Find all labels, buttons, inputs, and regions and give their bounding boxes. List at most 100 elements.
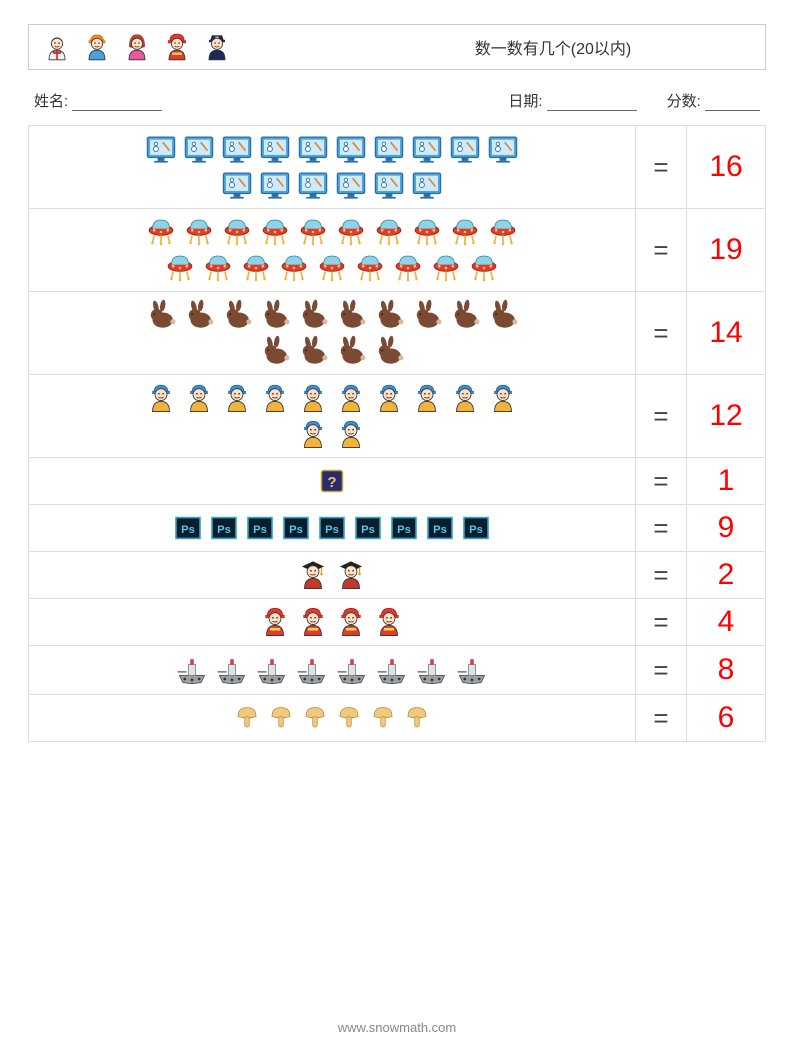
worker_blue-icon (448, 381, 482, 415)
ship-icon (214, 652, 250, 688)
svg-text:Ps: Ps (361, 524, 375, 536)
icons-cell (29, 375, 636, 458)
monitor_whiteboard-icon (448, 132, 482, 166)
svg-text:Ps: Ps (325, 524, 339, 536)
mushroom-icon (402, 703, 432, 733)
ps_box-icon: Ps (280, 512, 312, 544)
ship-icon (174, 652, 210, 688)
svg-text:Ps: Ps (253, 524, 267, 536)
monitor_whiteboard-icon (334, 168, 368, 202)
table-row: =6 (29, 695, 766, 742)
ufo-icon (410, 215, 444, 249)
worksheet-table: =16 (28, 125, 766, 742)
fireman-icon (161, 31, 193, 63)
icons-cell (29, 552, 636, 599)
date-blank[interactable] (547, 94, 637, 112)
ufo-icon (372, 215, 406, 249)
answer-value: 14 (687, 292, 766, 375)
ufo-icon (296, 215, 330, 249)
equals-sign: = (636, 695, 687, 742)
score-blank[interactable] (705, 94, 760, 112)
ufo-icon (163, 251, 197, 285)
ship-icon (454, 652, 490, 688)
fireman_small-icon (372, 605, 406, 639)
worksheet-title: 数一数有几个(20以内) (233, 35, 753, 59)
ps_box-icon: Ps (316, 512, 348, 544)
svg-text:Ps: Ps (289, 524, 303, 536)
rabbit-icon (372, 298, 406, 332)
ps_box-icon: Ps (460, 512, 492, 544)
fireman_small-icon (296, 605, 330, 639)
rabbit-icon (258, 334, 292, 368)
ufo-icon (429, 251, 463, 285)
icons-cell (29, 292, 636, 375)
icons-cell (29, 599, 636, 646)
rabbit-icon (372, 334, 406, 368)
mushroom-icon (368, 703, 398, 733)
equals-sign: = (636, 292, 687, 375)
worker_blue-icon (144, 381, 178, 415)
worker_blue-icon (334, 417, 368, 451)
date-label: 日期: (508, 93, 542, 110)
answer-value: 1 (687, 458, 766, 505)
equals-sign: = (636, 375, 687, 458)
svg-text:Ps: Ps (181, 524, 195, 536)
graduate-icon (334, 558, 368, 592)
name-blank[interactable] (72, 94, 162, 112)
answer-value: 9 (687, 505, 766, 552)
table-row: =2 (29, 552, 766, 599)
footer-url: www.snowmath.com (0, 1020, 794, 1035)
name-label: 姓名: (34, 93, 68, 110)
ufo-icon (334, 215, 368, 249)
icons-cell: Ps Ps Ps Ps Ps Ps Ps Ps Ps (29, 505, 636, 552)
answer-value: 12 (687, 375, 766, 458)
rabbit-icon (410, 298, 444, 332)
ufo-icon (258, 215, 292, 249)
ufo-icon (391, 251, 425, 285)
ship-icon (294, 652, 330, 688)
ufo-icon (486, 215, 520, 249)
ufo-icon (220, 215, 254, 249)
waiter-icon (41, 31, 73, 63)
rabbit-icon (334, 334, 368, 368)
question_box-icon: ? (317, 466, 347, 496)
equals-sign: = (636, 552, 687, 599)
date-field: 日期: (508, 90, 636, 111)
icons-cell (29, 126, 636, 209)
answer-value: 6 (687, 695, 766, 742)
worker_blue-icon (486, 381, 520, 415)
table-row: =14 (29, 292, 766, 375)
table-row: =12 (29, 375, 766, 458)
monitor_whiteboard-icon (296, 132, 330, 166)
fireman_small-icon (334, 605, 368, 639)
icons-cell (29, 695, 636, 742)
monitor_whiteboard-icon (182, 132, 216, 166)
graduate-icon (296, 558, 330, 592)
svg-text:?: ? (327, 474, 336, 491)
worker_orange-icon (81, 31, 113, 63)
ship-icon (374, 652, 410, 688)
info-row: 姓名: 日期: 分数: (28, 90, 766, 111)
monitor_whiteboard-icon (372, 168, 406, 202)
ps_box-icon: Ps (424, 512, 456, 544)
answer-value: 19 (687, 209, 766, 292)
ufo-icon (315, 251, 349, 285)
monitor_whiteboard-icon (334, 132, 368, 166)
icons-cell: ? (29, 458, 636, 505)
svg-text:Ps: Ps (433, 524, 447, 536)
monitor_whiteboard-icon (220, 132, 254, 166)
worksheet-header: 数一数有几个(20以内) (28, 24, 766, 70)
answer-value: 4 (687, 599, 766, 646)
rabbit-icon (144, 298, 178, 332)
table-row: ? =1 (29, 458, 766, 505)
monitor_whiteboard-icon (372, 132, 406, 166)
answer-value: 8 (687, 646, 766, 695)
equals-sign: = (636, 458, 687, 505)
worker_blue-icon (258, 381, 292, 415)
ufo-icon (277, 251, 311, 285)
answer-value: 2 (687, 552, 766, 599)
ps_box-icon: Ps (244, 512, 276, 544)
monitor_whiteboard-icon (258, 168, 292, 202)
table-row: =4 (29, 599, 766, 646)
score-label: 分数: (667, 93, 701, 110)
